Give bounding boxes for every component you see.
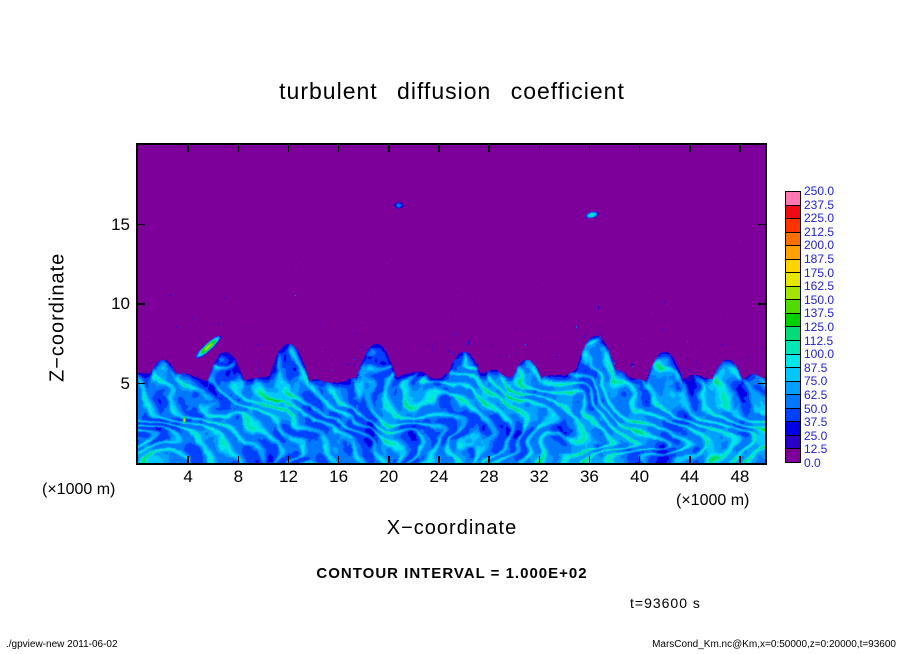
colorbar-cell (785, 326, 801, 342)
x-tick-label: 24 (429, 467, 449, 486)
axis-tick (138, 303, 145, 305)
x-tick-label: 4 (183, 467, 193, 486)
x-tick-label: 28 (479, 467, 499, 486)
colorbar-label: 87.5 (804, 360, 828, 375)
axis-tick (337, 145, 340, 152)
colorbar-cell (785, 367, 801, 382)
colorbar-label: 125.0 (804, 320, 835, 334)
colorbar-cell (785, 394, 801, 409)
chart-title: turbulent diffusion coefficient (279, 78, 625, 104)
colorbar-cell (785, 448, 801, 463)
axis-tick (237, 145, 240, 152)
axis-tick (388, 145, 390, 152)
colorbar-label: 25.0 (804, 428, 828, 443)
colorbar-cell (785, 231, 801, 247)
colorbar-label: 137.5 (804, 306, 835, 321)
axis-tick (337, 456, 340, 463)
x-tick-label: 16 (329, 467, 349, 486)
colorbar-label: 175.0 (804, 265, 835, 280)
axis-tick (689, 145, 691, 152)
colorbar-label: 187.5 (804, 252, 835, 266)
colorbar-label: 150.0 (804, 292, 835, 307)
colorbar-cell (785, 258, 801, 274)
x-tick-label: 40 (630, 467, 650, 486)
axis-tick (758, 223, 765, 226)
axis-tick (739, 456, 741, 463)
axis-tick (689, 456, 691, 463)
colorbar-cell (785, 434, 801, 450)
axis-tick (758, 303, 765, 305)
colorbar-cell (785, 340, 801, 355)
colorbar-label: 162.5 (804, 279, 835, 294)
colorbar-label: 250.0 (804, 184, 835, 198)
colorbar-label: 75.0 (804, 374, 828, 389)
colorbar-cell (785, 380, 801, 396)
plot-area (136, 143, 767, 465)
axis-tick (588, 145, 591, 152)
axis-tick (187, 456, 189, 463)
contour-interval-note: CONTOUR INTERVAL = 1.000E+02 (316, 565, 588, 582)
axis-tick (758, 382, 765, 385)
x-tick-label: 44 (680, 467, 700, 486)
axis-tick (287, 456, 290, 463)
axis-tick (388, 456, 390, 463)
x-axis-unit: (×1000 m) (676, 492, 750, 509)
colorbar-label: 112.5 (804, 333, 834, 348)
y-axis-unit: (×1000 m) (42, 481, 116, 498)
colorbar-cell (785, 272, 801, 287)
axis-tick (138, 382, 145, 385)
footer-source: MarsCond_Km.nc@Km,x=0:50000,z=0:20000,t=… (652, 639, 896, 650)
time-stamp: t=93600 s (630, 595, 701, 611)
axis-tick (638, 145, 641, 152)
x-tick-label: 32 (529, 467, 549, 486)
axis-tick (739, 145, 741, 152)
axis-tick (538, 456, 541, 463)
colorbar-label: 212.5 (804, 224, 835, 239)
colorbar-label: 0.0 (804, 456, 821, 470)
y-tick-label: 15 (111, 214, 130, 234)
heatmap-canvas (138, 145, 765, 463)
colorbar-label: 12.5 (804, 442, 828, 457)
colorbar-cell (785, 204, 801, 220)
axis-tick (538, 145, 541, 152)
colorbar-cell (785, 312, 801, 328)
axis-tick (438, 456, 440, 463)
colorbar-cell (785, 407, 801, 423)
axis-tick (237, 456, 240, 463)
colorbar-label: 37.5 (804, 415, 828, 430)
colorbar-label: 200.0 (804, 238, 835, 253)
x-tick-label: 48 (730, 467, 750, 486)
y-axis-label-text: Z−coordinate (46, 252, 69, 382)
colorbar-label: 50.0 (804, 401, 828, 416)
colorbar-label: 100.0 (804, 347, 835, 362)
axis-tick (438, 145, 440, 152)
axis-tick (138, 223, 145, 226)
colorbar-cell (785, 245, 801, 260)
colorbar-cell (785, 285, 801, 301)
x-tick-label: 8 (233, 467, 244, 486)
colorbar-cell (785, 299, 801, 314)
x-tick-label: 12 (279, 467, 298, 486)
footer-command: ./gpview-new 2011-06-02 (6, 639, 118, 650)
axis-tick (638, 456, 641, 463)
y-tick-label: 5 (120, 373, 130, 393)
axis-tick (588, 456, 591, 463)
colorbar (785, 191, 801, 463)
colorbar-cell (785, 191, 801, 206)
colorbar-label: 62.5 (804, 388, 828, 402)
colorbar-cell (785, 218, 801, 233)
y-tick-label: 10 (111, 294, 130, 313)
colorbar-label: 225.0 (804, 211, 835, 226)
x-tick-label: 36 (579, 467, 599, 486)
colorbar-cell (785, 421, 801, 436)
x-axis-label: X−coordinate (386, 517, 518, 539)
axis-tick (488, 145, 490, 152)
axis-tick (187, 145, 189, 152)
colorbar-label: 237.5 (804, 197, 835, 212)
axis-tick (287, 145, 290, 152)
x-tick-label: 20 (379, 467, 399, 486)
axis-tick (488, 456, 490, 463)
colorbar-cell (785, 353, 801, 369)
